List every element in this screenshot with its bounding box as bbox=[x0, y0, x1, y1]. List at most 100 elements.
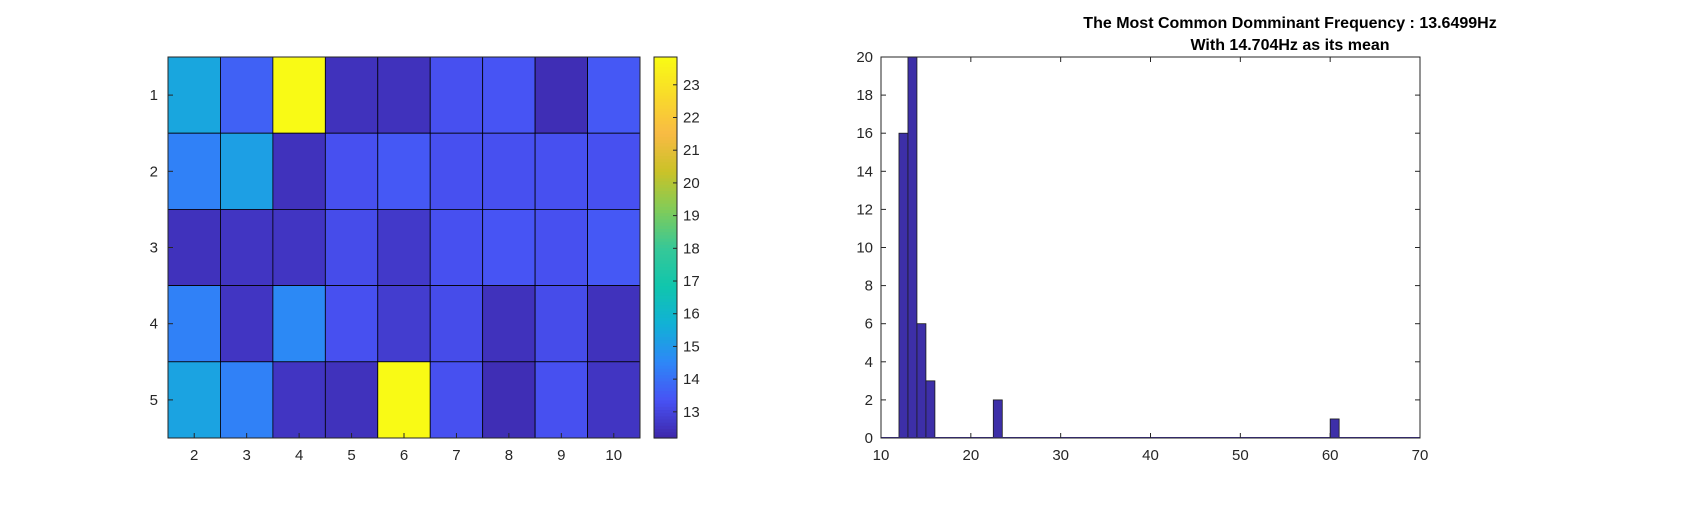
colorbar-segment bbox=[654, 266, 677, 271]
histogram-x-tick-labels: 10 20 30 40 50 60 70 bbox=[873, 57, 1428, 464]
colorbar-segment bbox=[654, 126, 677, 131]
colorbar-segment bbox=[654, 326, 677, 331]
histogram-x-tick-label: 20 bbox=[962, 447, 979, 464]
heatmap-x-tick-label: 3 bbox=[242, 447, 250, 464]
histogram-y-tick-label: 16 bbox=[856, 125, 873, 142]
colorbar-segment bbox=[654, 187, 677, 191]
colorbar-segment bbox=[654, 203, 677, 207]
colorbar-segment bbox=[654, 123, 677, 128]
colorbar-segment bbox=[654, 374, 677, 379]
histogram-bar-3 bbox=[916, 323, 927, 439]
colorbar-segment bbox=[654, 69, 677, 74]
heatmap-x-tick-label: 10 bbox=[605, 447, 622, 464]
heatmap-cell-r4-c3 bbox=[272, 285, 326, 363]
histogram-y-tick-label: 14 bbox=[856, 163, 873, 180]
colorbar-segment bbox=[654, 295, 677, 299]
colorbar-segment bbox=[654, 222, 677, 226]
colorbar-segment bbox=[654, 231, 677, 236]
histogram-bar-4 bbox=[925, 380, 936, 439]
colorbar-segment bbox=[654, 88, 677, 93]
colorbar-segment bbox=[654, 110, 677, 115]
heatmap-x-tick-label: 9 bbox=[557, 447, 565, 464]
colorbar-segment bbox=[654, 403, 677, 407]
colorbar-segment bbox=[654, 66, 677, 71]
colorbar-segment bbox=[654, 384, 677, 388]
heatmap-x-tick-label: 7 bbox=[452, 447, 460, 464]
heatmap-cell-r4-c4 bbox=[324, 285, 379, 363]
colorbar-segment bbox=[654, 425, 677, 430]
colorbar-segment bbox=[654, 358, 677, 363]
colorbar-tick-labels: 13 14 15 16 17 18 19 20 21 22 23 bbox=[673, 77, 700, 421]
heatmap-cell-r5-c8 bbox=[534, 361, 588, 439]
colorbar-segment bbox=[654, 142, 677, 147]
colorbar-segment bbox=[654, 399, 677, 404]
colorbar-segment bbox=[654, 345, 677, 350]
heatmap-chart: 2 3 4 5 6 7 8 9 10 1 2 3 4 5 bbox=[150, 56, 641, 464]
colorbar-segment bbox=[654, 171, 677, 176]
colorbar-segment bbox=[654, 311, 677, 315]
colorbar-segment bbox=[654, 85, 677, 90]
colorbar-segment bbox=[654, 298, 677, 303]
heatmap-cell-r3-c7 bbox=[482, 208, 536, 286]
heatmap-cell-r4-c2 bbox=[220, 285, 274, 363]
colorbar-segment bbox=[654, 390, 677, 395]
colorbar-segment bbox=[654, 276, 677, 280]
colorbar-tick-label: 21 bbox=[683, 142, 700, 159]
colorbar-segment bbox=[654, 225, 677, 230]
heatmap-cell-r1-c6 bbox=[429, 56, 484, 134]
histogram-title-line-2: With 14.704Hz as its mean bbox=[1190, 37, 1389, 54]
colorbar-segment bbox=[654, 304, 677, 309]
heatmap-cell-r1-c4 bbox=[324, 56, 379, 134]
colorbar-segment bbox=[654, 168, 677, 172]
colorbar-frame bbox=[653, 56, 678, 439]
colorbar-segment bbox=[654, 352, 677, 357]
colorbar-segment bbox=[654, 91, 677, 96]
heatmap-cell-r4-c1 bbox=[167, 285, 221, 363]
histogram-y-tick-label: 12 bbox=[856, 201, 873, 218]
colorbar-segment bbox=[654, 342, 677, 347]
colorbar-segment bbox=[654, 57, 677, 61]
colorbar-tick-label: 18 bbox=[683, 240, 700, 257]
colorbar-segment bbox=[654, 63, 677, 68]
colorbar-segment bbox=[654, 145, 677, 150]
colorbar-segment bbox=[654, 206, 677, 210]
colorbar-segment bbox=[654, 307, 677, 312]
colorbar-segment bbox=[654, 349, 677, 353]
colorbar-segment bbox=[654, 285, 677, 290]
colorbar-segment bbox=[654, 155, 677, 160]
colorbar-segment bbox=[654, 317, 677, 322]
colorbar-segment bbox=[654, 244, 677, 249]
colorbar-segment bbox=[654, 209, 677, 214]
colorbar-segment bbox=[654, 282, 677, 287]
colorbar-segment bbox=[654, 174, 677, 179]
heatmap-y-tick-label: 5 bbox=[150, 392, 158, 409]
colorbar-segment bbox=[654, 184, 677, 188]
colorbar-tick-label: 19 bbox=[683, 208, 700, 225]
colorbar-tick-label: 20 bbox=[683, 175, 700, 192]
histogram-y-tick-label: 2 bbox=[865, 392, 873, 409]
heatmap-cell-r2-c6 bbox=[429, 132, 484, 210]
histogram-x-tick-label: 60 bbox=[1322, 447, 1339, 464]
colorbar-segment bbox=[654, 409, 677, 414]
colorbar-segment bbox=[654, 234, 677, 239]
colorbar: 13 14 15 16 17 18 19 20 21 22 23 bbox=[653, 56, 700, 439]
histogram-title-line-1: The Most Common Domminant Frequency : 13… bbox=[1083, 15, 1496, 32]
heatmap-cell-r3-c9 bbox=[587, 208, 641, 286]
colorbar-segment bbox=[654, 152, 677, 157]
colorbar-tick-label: 13 bbox=[683, 404, 700, 421]
histogram-y-tick-label: 4 bbox=[865, 354, 873, 371]
colorbar-segment bbox=[654, 253, 677, 258]
heatmap-cell-r1-c8 bbox=[534, 56, 588, 134]
colorbar-segment bbox=[654, 158, 677, 163]
heatmap-y-tick-label: 3 bbox=[150, 240, 158, 257]
colorbar-segment bbox=[654, 98, 677, 103]
colorbar-segment bbox=[654, 393, 677, 398]
colorbar-segment bbox=[654, 133, 677, 137]
histogram-y-tick-label: 6 bbox=[865, 316, 873, 333]
colorbar-segment bbox=[654, 330, 677, 334]
colorbar-tick-label: 15 bbox=[683, 338, 700, 355]
colorbar-segment bbox=[654, 250, 677, 255]
colorbar-segment bbox=[654, 60, 677, 64]
colorbar-segment bbox=[654, 272, 677, 277]
histogram-y-tick-label: 10 bbox=[856, 240, 873, 257]
